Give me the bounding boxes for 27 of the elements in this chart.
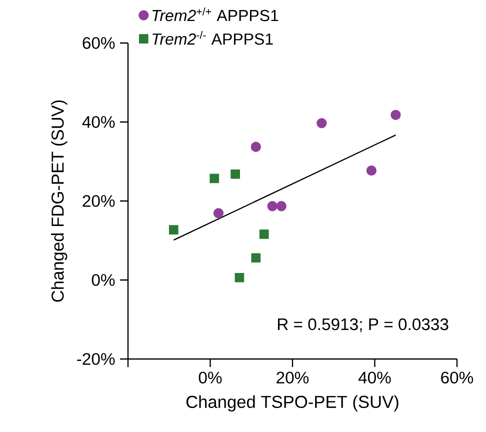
point	[213, 208, 224, 218]
point	[168, 225, 178, 234]
x-tick-label: 20%	[276, 372, 309, 384]
point	[251, 253, 261, 263]
x-tick-label: 0%	[198, 372, 222, 384]
point	[234, 272, 244, 282]
point	[259, 229, 269, 239]
y-tick-label: 40%	[82, 116, 115, 128]
x-axis-title: Changed TSPO-PET (SUV)	[186, 395, 398, 412]
point	[390, 110, 401, 120]
point	[366, 166, 377, 176]
legend-label: Trem2$^{-/-}$ APPPS1	[152, 31, 273, 45]
point	[210, 174, 220, 184]
x-tick-label: 60%	[441, 372, 474, 384]
point	[250, 142, 261, 152]
y-tick-label: 20%	[82, 195, 115, 207]
y-axis-title: Changed FDG-PET (SUV)	[51, 100, 68, 302]
annotation: R = 0.5913; P = 0.0333	[278, 318, 448, 332]
point	[276, 201, 286, 212]
y-tick-label: -20%	[77, 353, 115, 365]
point	[230, 169, 240, 179]
y-tick-label: 60%	[82, 37, 115, 49]
legend-label: Trem2$^{+/+}$ APPPS1	[152, 8, 278, 22]
x-tick-label: 40%	[358, 372, 391, 384]
point	[267, 201, 278, 212]
point	[316, 118, 327, 128]
y-tick-label: 0%	[92, 274, 115, 286]
